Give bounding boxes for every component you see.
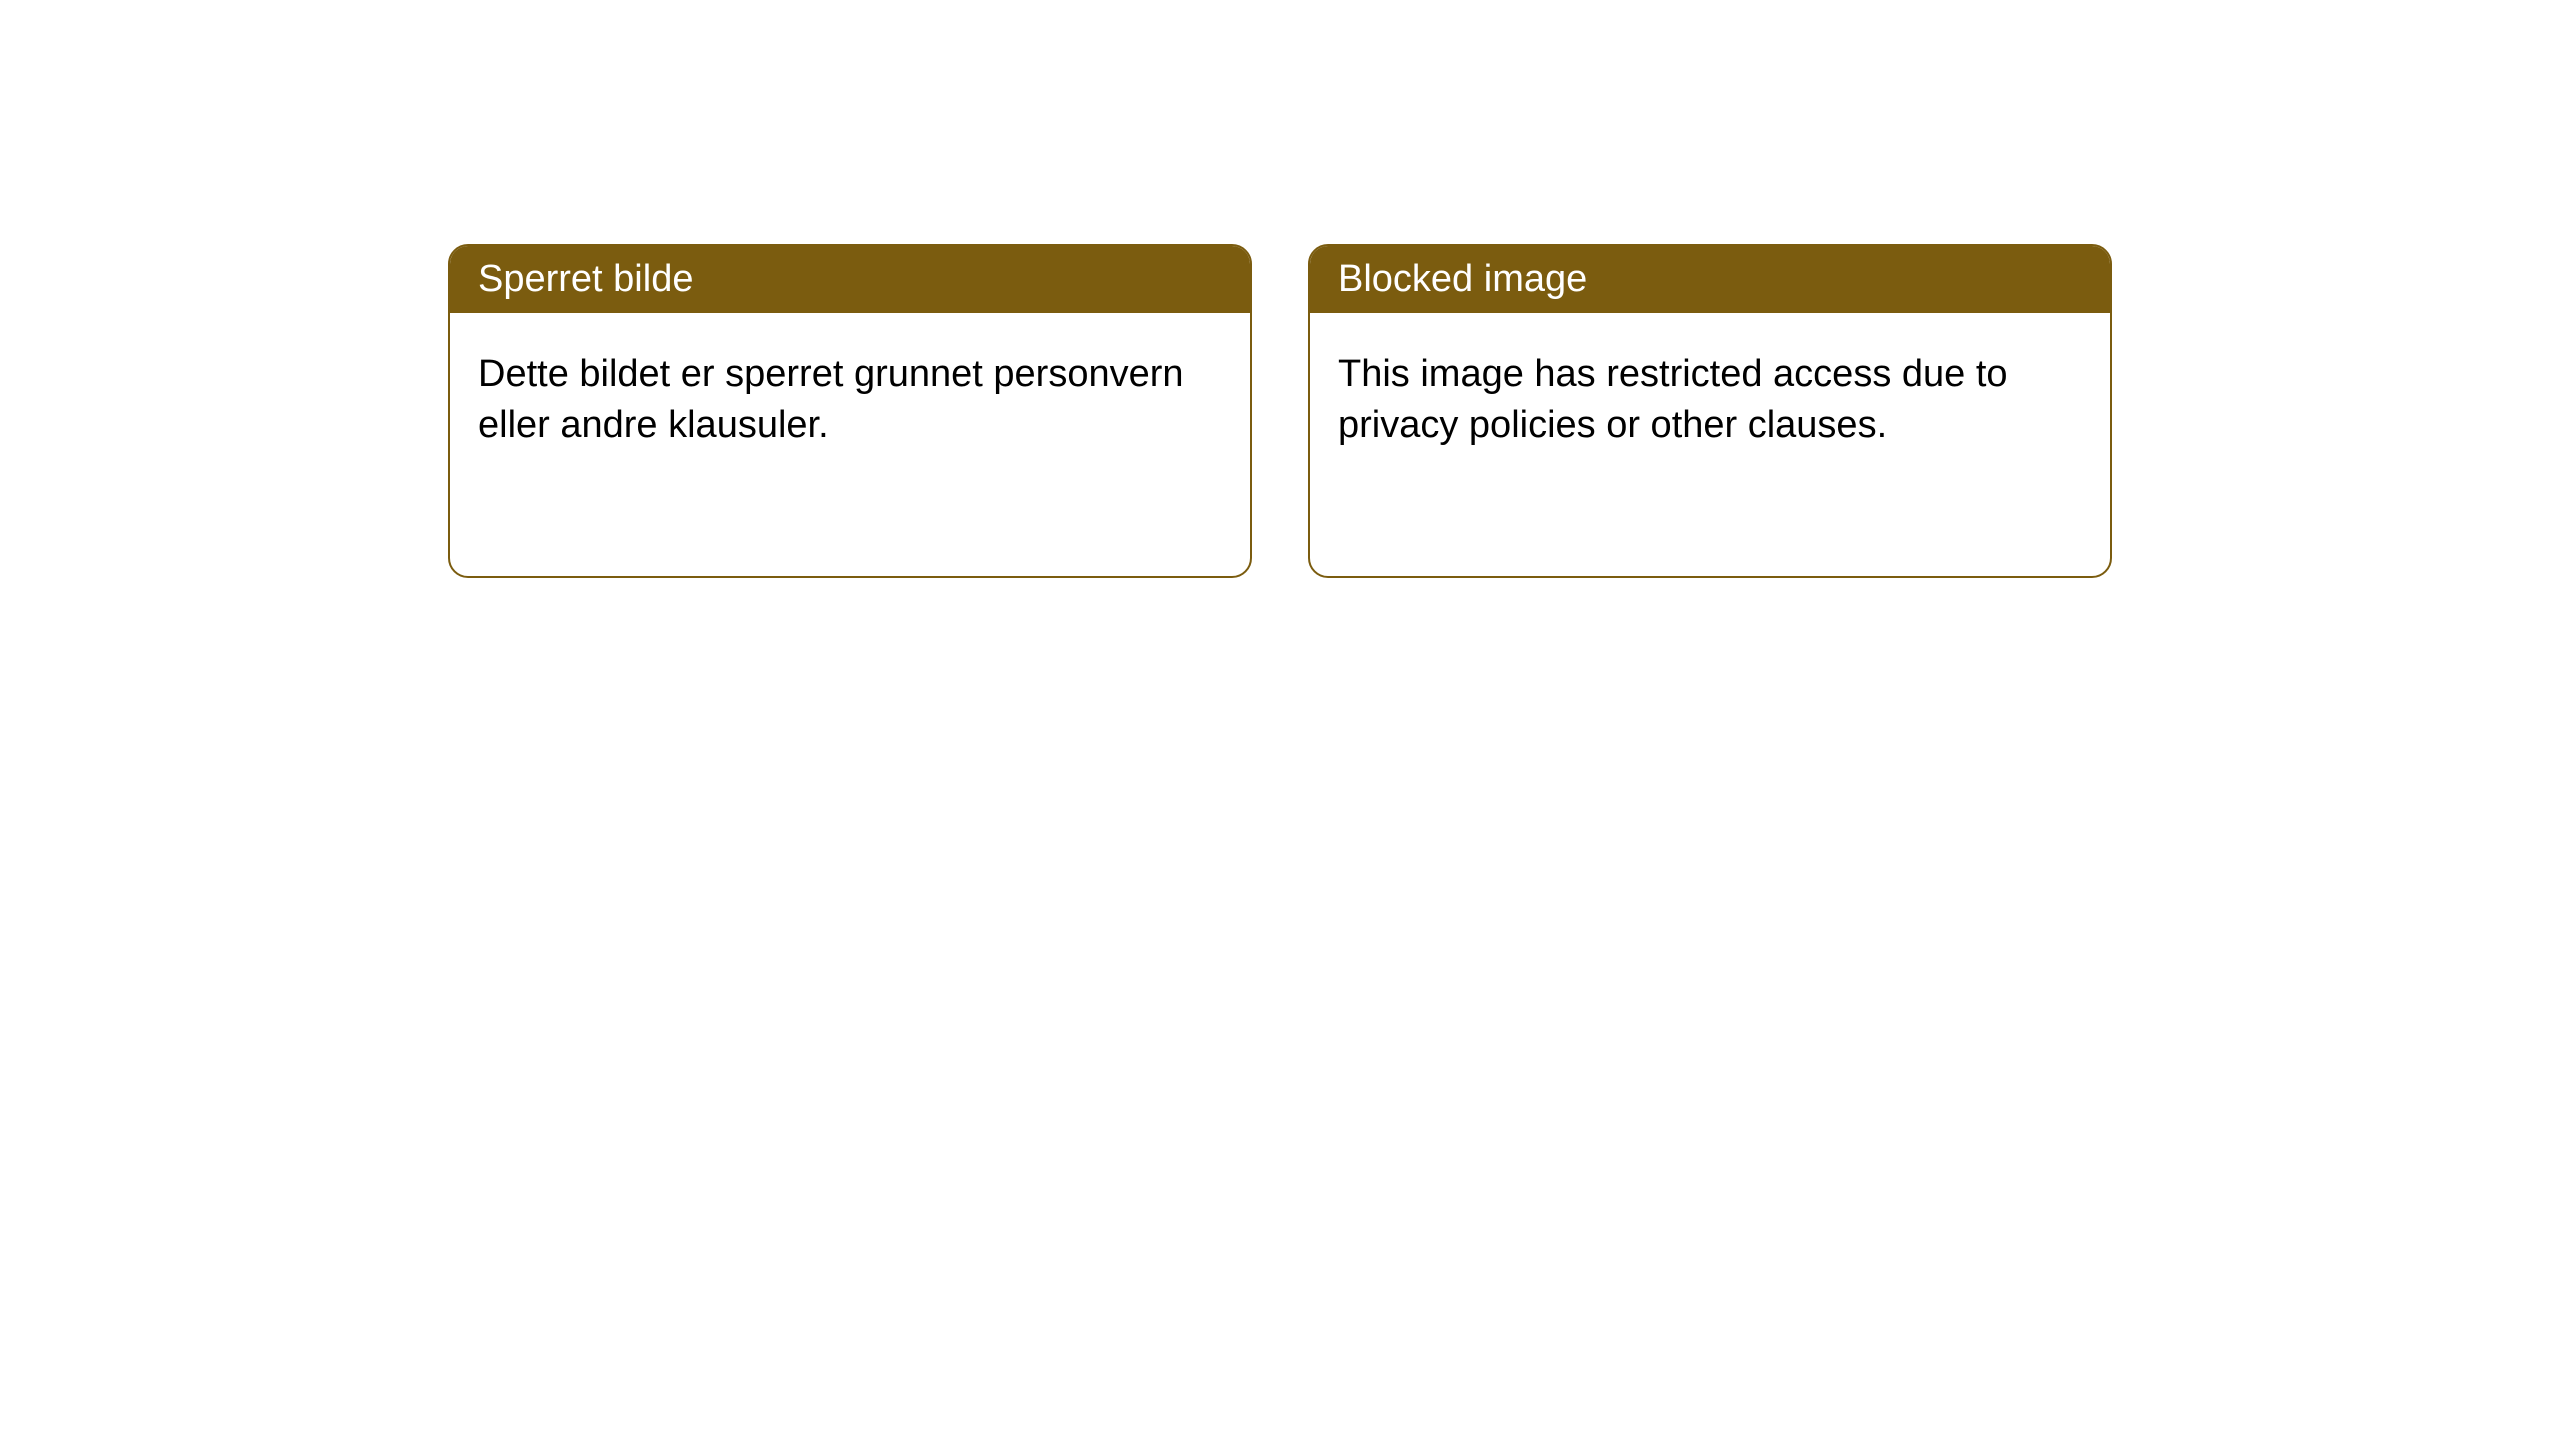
card-title: Sperret bilde — [478, 258, 693, 300]
card-header: Blocked image — [1310, 246, 2110, 313]
card-body: This image has restricted access due to … — [1310, 313, 2110, 488]
card-body-text: This image has restricted access due to … — [1338, 353, 2008, 446]
blocked-image-card-norwegian: Sperret bilde Dette bildet er sperret gr… — [448, 244, 1252, 578]
card-body: Dette bildet er sperret grunnet personve… — [450, 313, 1250, 488]
blocked-image-card-english: Blocked image This image has restricted … — [1308, 244, 2112, 578]
card-title: Blocked image — [1338, 258, 1587, 300]
card-body-text: Dette bildet er sperret grunnet personve… — [478, 353, 1184, 446]
card-header: Sperret bilde — [450, 246, 1250, 313]
notice-container: Sperret bilde Dette bildet er sperret gr… — [0, 0, 2560, 578]
